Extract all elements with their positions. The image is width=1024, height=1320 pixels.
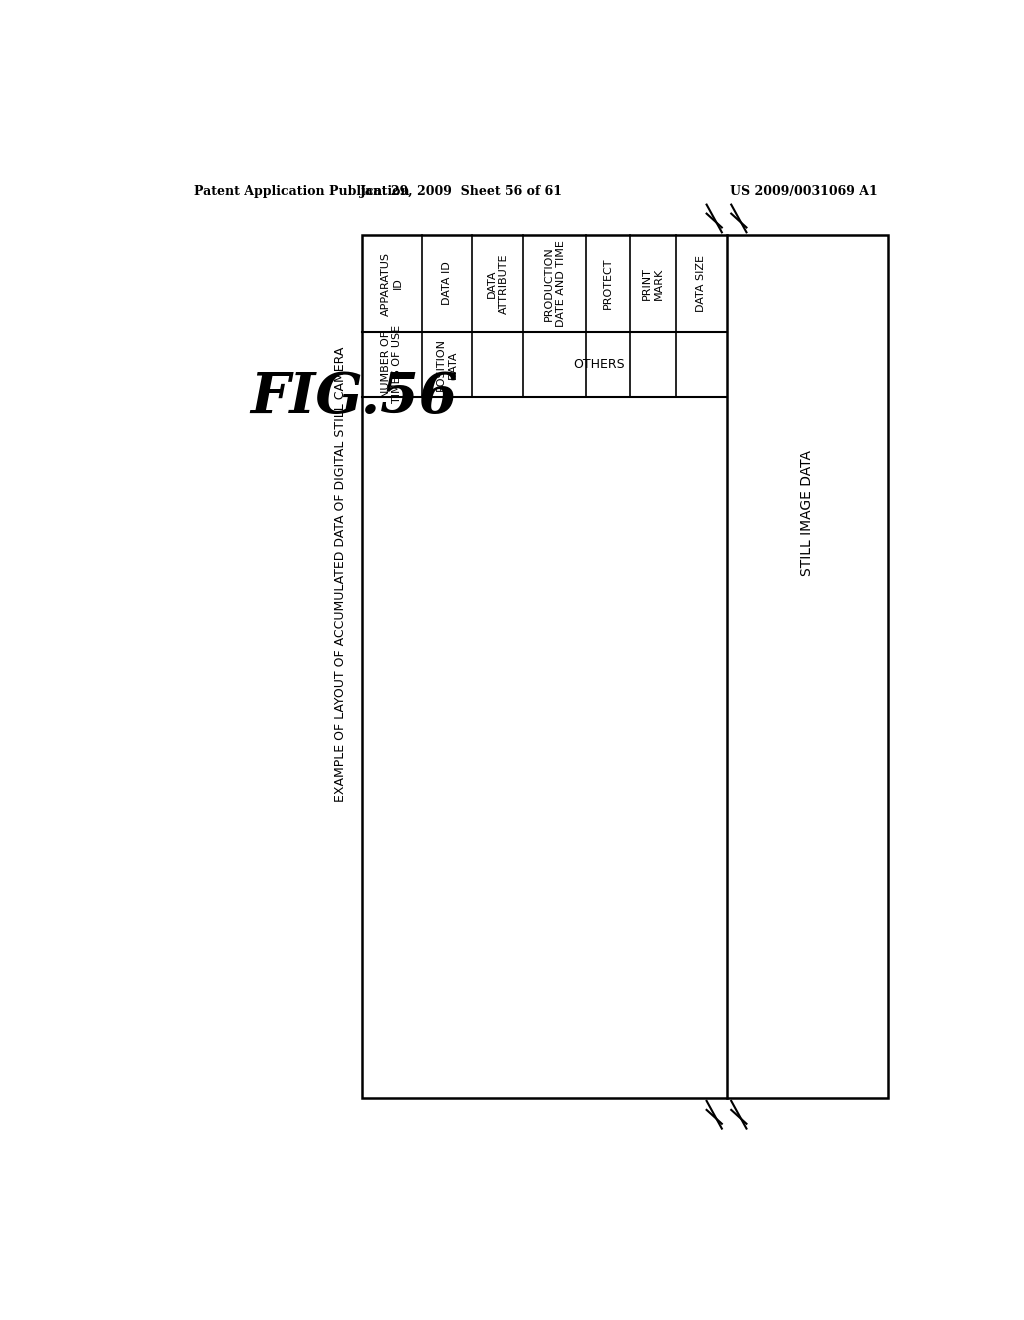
Text: PRINT
MARK: PRINT MARK bbox=[642, 267, 664, 300]
Text: PROTECT: PROTECT bbox=[603, 257, 613, 309]
Text: FIG.56: FIG.56 bbox=[250, 370, 458, 425]
Text: PRODUCTION
DATE AND TIME: PRODUCTION DATE AND TIME bbox=[544, 240, 565, 327]
Text: DATA
ATTRIBUTE: DATA ATTRIBUTE bbox=[487, 253, 509, 314]
Text: POSITION
DATA: POSITION DATA bbox=[436, 338, 458, 391]
Bar bbox=[361, 235, 888, 1098]
Text: EXAMPLE OF LAYOUT OF ACCUMULATED DATA OF DIGITAL STILL CAMERA: EXAMPLE OF LAYOUT OF ACCUMULATED DATA OF… bbox=[334, 347, 347, 801]
Text: OTHERS: OTHERS bbox=[573, 358, 626, 371]
Text: Jan. 29, 2009  Sheet 56 of 61: Jan. 29, 2009 Sheet 56 of 61 bbox=[360, 185, 563, 198]
Text: STILL IMAGE DATA: STILL IMAGE DATA bbox=[801, 450, 814, 576]
Text: DATA ID: DATA ID bbox=[442, 261, 452, 305]
Text: APPARATUS
ID: APPARATUS ID bbox=[381, 252, 402, 315]
Text: DATA SIZE: DATA SIZE bbox=[696, 255, 707, 312]
Text: Patent Application Publication: Patent Application Publication bbox=[194, 185, 410, 198]
Text: US 2009/0031069 A1: US 2009/0031069 A1 bbox=[730, 185, 878, 198]
Text: NUMBER OF
TIMES OF USE: NUMBER OF TIMES OF USE bbox=[381, 325, 402, 404]
